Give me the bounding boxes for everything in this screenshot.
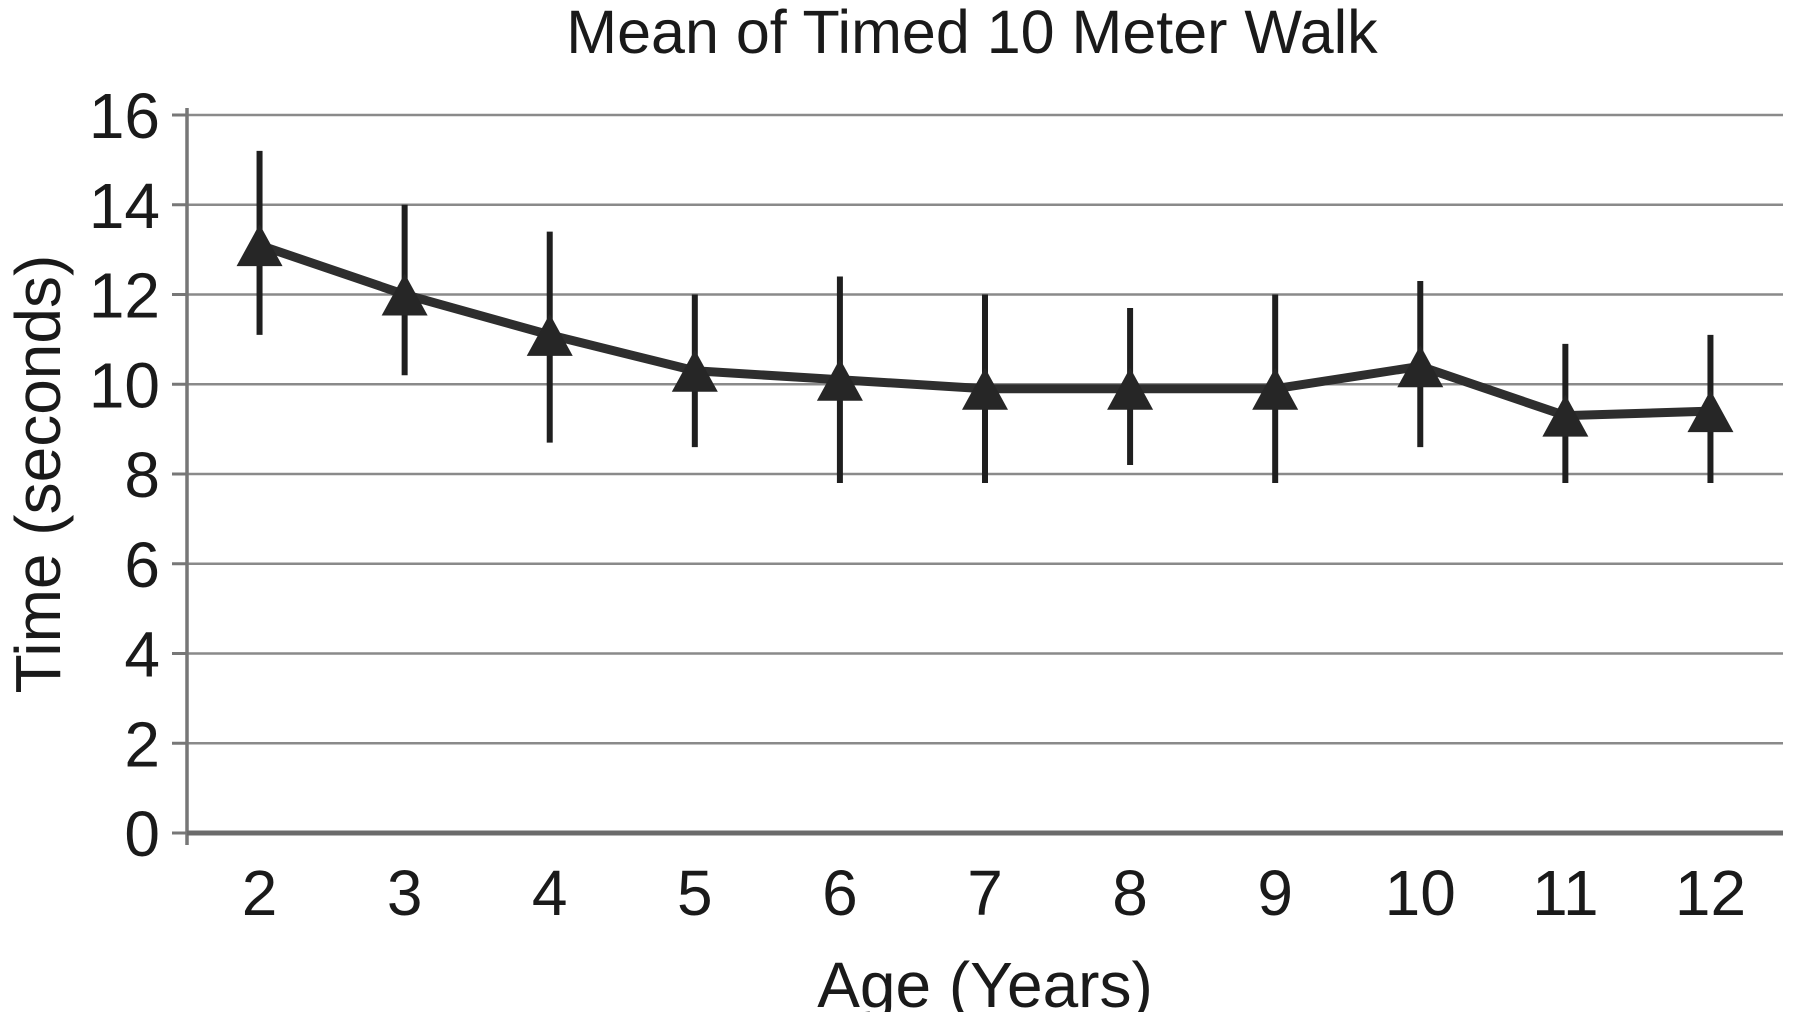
x-tick-label: 6 bbox=[822, 857, 858, 929]
x-tick-label: 12 bbox=[1675, 857, 1746, 929]
x-tick-label: 7 bbox=[967, 857, 1003, 929]
data-point-marker bbox=[526, 313, 573, 356]
x-tick-label: 2 bbox=[242, 857, 278, 929]
y-tick-label: 8 bbox=[124, 439, 160, 511]
y-tick-label: 0 bbox=[124, 798, 160, 870]
data-point-marker bbox=[1107, 367, 1154, 410]
data-point-marker bbox=[381, 273, 428, 316]
y-tick-label: 6 bbox=[124, 529, 160, 601]
x-tick-label: 10 bbox=[1385, 857, 1456, 929]
y-tick-label: 16 bbox=[89, 80, 160, 152]
data-point-marker bbox=[962, 367, 1008, 410]
data-point-marker bbox=[1542, 394, 1589, 437]
data-point-marker bbox=[1687, 390, 1734, 433]
y-tick-label: 4 bbox=[124, 619, 160, 691]
y-tick-label: 10 bbox=[89, 349, 160, 421]
data-point-marker bbox=[1252, 367, 1299, 410]
x-tick-label: 11 bbox=[1532, 857, 1598, 929]
x-tick-label: 5 bbox=[677, 857, 713, 929]
data-point-marker bbox=[1397, 345, 1444, 388]
x-tick-label: 4 bbox=[532, 857, 568, 929]
x-axis-title: Age (Years) bbox=[817, 949, 1153, 1012]
x-tick-label: 9 bbox=[1257, 857, 1293, 929]
data-point-marker bbox=[816, 358, 863, 401]
chart-title: Mean of Timed 10 Meter Walk bbox=[566, 0, 1378, 66]
y-tick-label: 12 bbox=[89, 260, 160, 332]
x-tick-label: 8 bbox=[1112, 857, 1148, 929]
data-point-marker bbox=[236, 224, 283, 267]
y-tick-label: 14 bbox=[89, 170, 160, 242]
y-tick-label: 2 bbox=[124, 708, 160, 780]
data-point-marker bbox=[671, 349, 718, 392]
x-tick-label: 3 bbox=[387, 857, 423, 929]
